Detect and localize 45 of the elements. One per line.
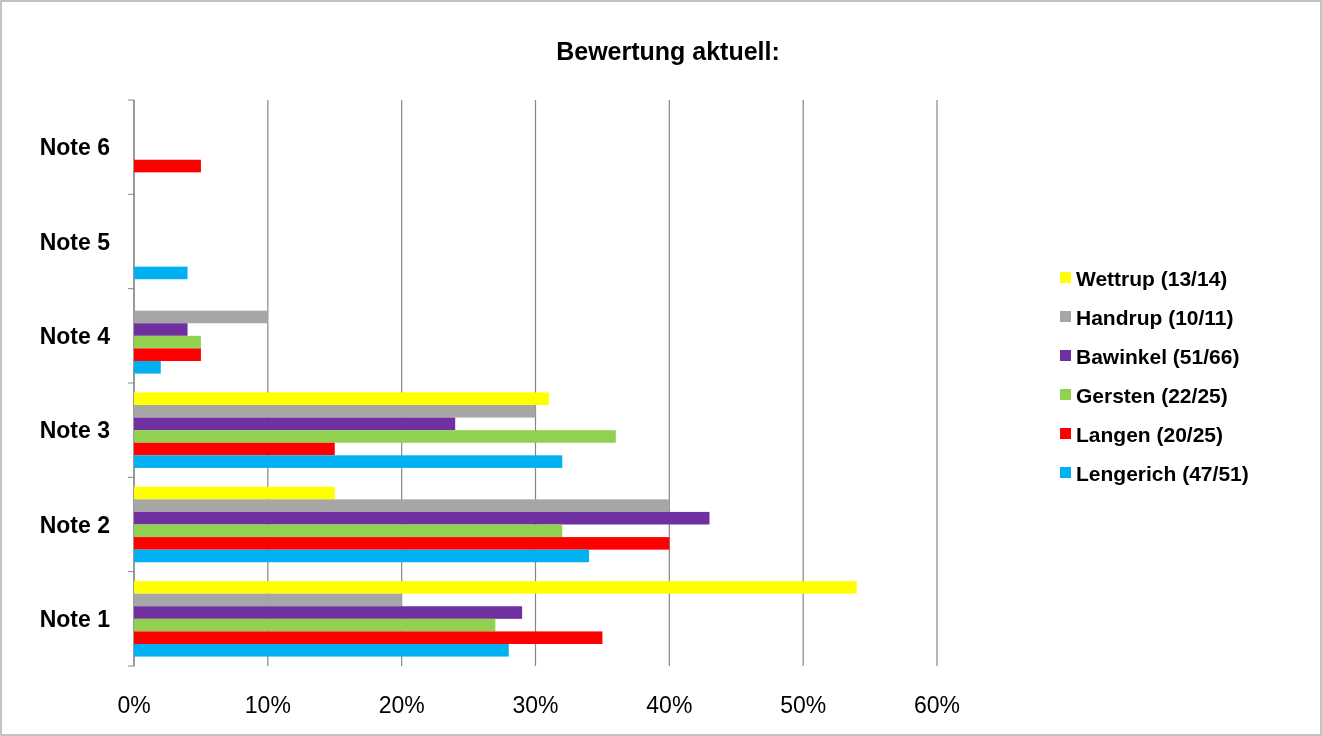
x-tick-label: 60% xyxy=(913,692,961,718)
bar xyxy=(134,335,201,349)
bar xyxy=(134,618,496,632)
bar xyxy=(134,417,456,431)
bar xyxy=(134,499,670,512)
bar xyxy=(134,643,509,657)
x-tick-label: 0% xyxy=(117,692,151,718)
bar xyxy=(134,511,710,525)
bar xyxy=(134,549,590,563)
y-tick-label: Note 2 xyxy=(39,511,110,538)
bar xyxy=(134,348,201,361)
bar xyxy=(134,442,335,456)
bar xyxy=(134,392,549,406)
bar xyxy=(134,606,523,619)
bar xyxy=(134,360,161,374)
y-tick-label: Note 6 xyxy=(39,134,110,161)
legend-label: Wettrup (13/14) xyxy=(1076,267,1228,290)
bar xyxy=(134,631,603,644)
bar xyxy=(134,524,563,538)
bar xyxy=(134,310,268,324)
bar xyxy=(134,593,402,607)
y-tick-label: Note 3 xyxy=(39,417,110,444)
legend-label: Handrup (10/11) xyxy=(1076,306,1234,329)
legend-label: Langen (20/25) xyxy=(1076,423,1224,446)
bar xyxy=(134,455,563,468)
bar xyxy=(134,323,188,336)
y-tick-label: Note 1 xyxy=(39,605,111,632)
x-tick-label: 10% xyxy=(244,692,291,718)
x-tick-label: 20% xyxy=(378,692,425,718)
x-tick-label: 30% xyxy=(512,692,559,718)
legend-label: Bawinkel (51/66) xyxy=(1076,345,1240,368)
chart-title: Bewertung aktuell: xyxy=(556,37,780,65)
x-tick-label: 50% xyxy=(780,692,827,718)
bar xyxy=(134,581,857,594)
legend-label: Gersten (22/25) xyxy=(1076,384,1228,407)
bar xyxy=(134,430,616,443)
bar xyxy=(134,266,188,280)
x-tick-label: 40% xyxy=(646,692,693,718)
bar xyxy=(134,537,670,550)
y-tick-label: Note 4 xyxy=(39,322,111,349)
legend-label: Lengerich (47/51) xyxy=(1076,462,1249,485)
bar xyxy=(134,486,335,500)
bar xyxy=(134,159,201,173)
bar xyxy=(134,405,536,418)
y-tick-label: Note 5 xyxy=(39,228,111,255)
